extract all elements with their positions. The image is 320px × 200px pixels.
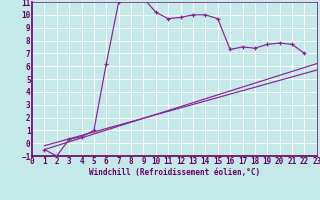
X-axis label: Windchill (Refroidissement éolien,°C): Windchill (Refroidissement éolien,°C) <box>89 168 260 177</box>
